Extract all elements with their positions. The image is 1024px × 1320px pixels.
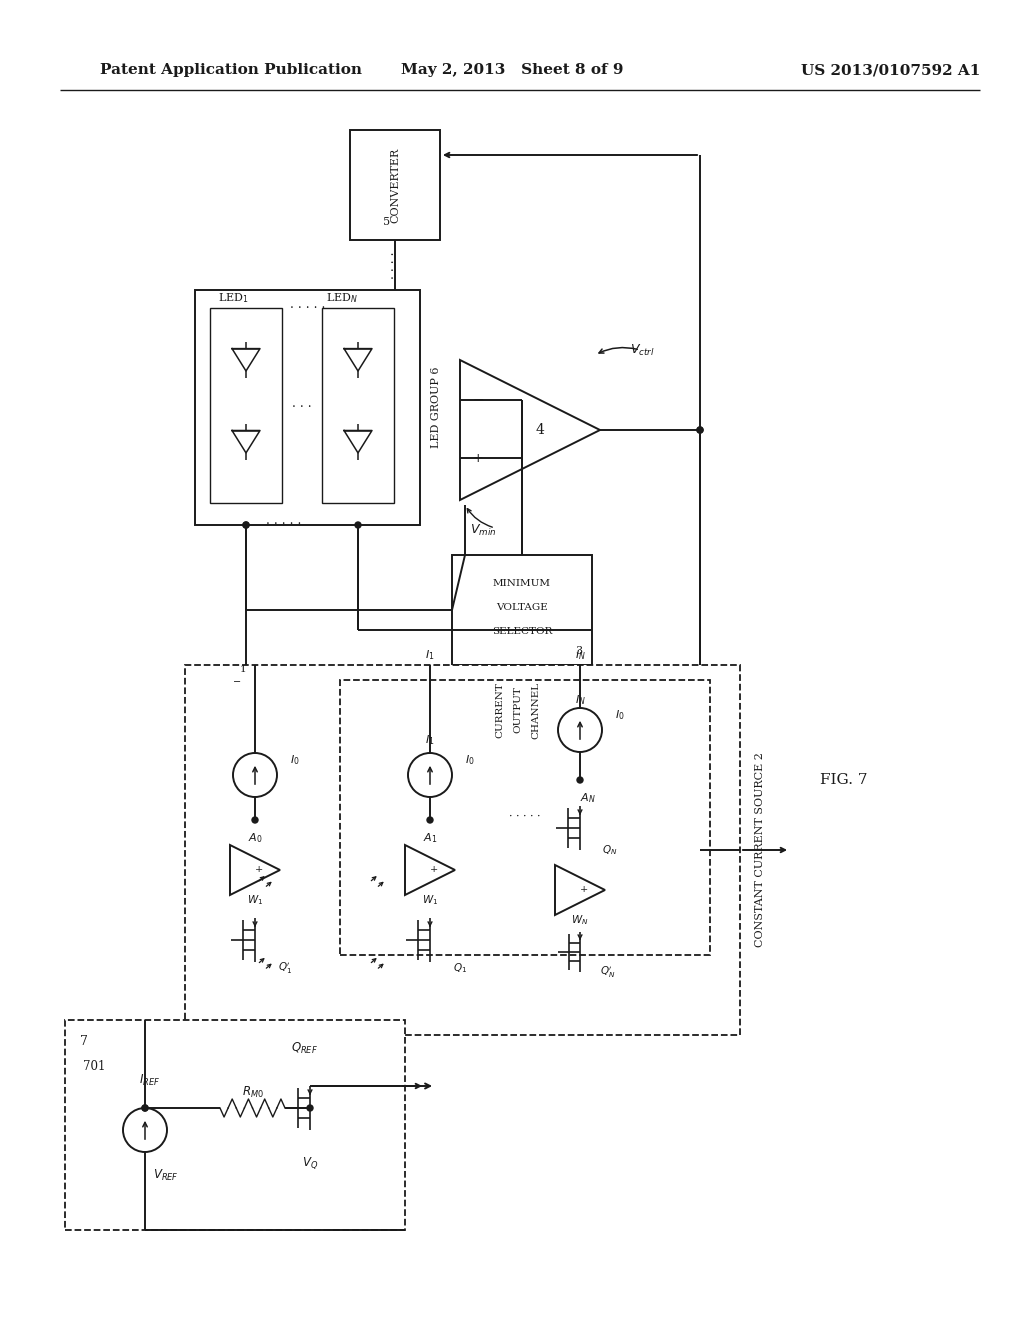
- Bar: [210, 308, 282, 503]
- Text: OUTPUT: OUTPUT: [513, 686, 522, 734]
- Text: SELECTOR: SELECTOR: [492, 627, 552, 635]
- Text: CHANNEL: CHANNEL: [531, 681, 541, 739]
- Circle shape: [697, 426, 703, 433]
- Text: $Q_{REF}$: $Q_{REF}$: [292, 1040, 318, 1056]
- Text: $-$: $-$: [232, 676, 242, 685]
- Text: −: −: [472, 393, 483, 407]
- Bar: [195, 290, 420, 525]
- Circle shape: [427, 817, 433, 822]
- Text: $A_0$: $A_0$: [248, 832, 262, 845]
- Text: +: +: [255, 866, 263, 874]
- Text: $V_{min}$: $V_{min}$: [470, 523, 497, 537]
- Text: US 2013/0107592 A1: US 2013/0107592 A1: [801, 63, 980, 77]
- Circle shape: [243, 521, 249, 528]
- Text: · · · · ·: · · · · ·: [266, 519, 302, 532]
- Circle shape: [142, 1105, 148, 1111]
- Text: CURRENT: CURRENT: [496, 682, 505, 738]
- Circle shape: [697, 426, 703, 433]
- Text: May 2, 2013   Sheet 8 of 9: May 2, 2013 Sheet 8 of 9: [400, 63, 624, 77]
- Text: $W_1$: $W_1$: [422, 894, 438, 907]
- Circle shape: [355, 521, 361, 528]
- Text: FIG. 7: FIG. 7: [820, 774, 867, 787]
- Text: $I_0$: $I_0$: [290, 754, 300, 767]
- Text: LED$_N$: LED$_N$: [326, 292, 358, 305]
- Text: $V_{ctrl}$: $V_{ctrl}$: [630, 342, 654, 358]
- Text: $W_N$: $W_N$: [571, 913, 589, 927]
- Circle shape: [577, 777, 583, 783]
- Text: $I_N$: $I_N$: [574, 693, 586, 708]
- Text: +: +: [580, 886, 588, 895]
- Circle shape: [307, 1105, 313, 1111]
- Bar: [452, 554, 592, 665]
- Text: $I_1$: $I_1$: [425, 733, 435, 747]
- Text: CONVERTER: CONVERTER: [390, 148, 400, 223]
- Text: · · · · ·: · · · · ·: [290, 301, 326, 314]
- Circle shape: [243, 521, 249, 528]
- Text: $A_1$: $A_1$: [423, 832, 437, 845]
- Text: $I_1$: $I_1$: [425, 648, 435, 661]
- Circle shape: [252, 817, 258, 822]
- Bar: [185, 665, 740, 1035]
- Text: · · · · ·: · · · · ·: [509, 813, 541, 822]
- Text: LED GROUP 6: LED GROUP 6: [431, 367, 441, 449]
- Text: $W_1$: $W_1$: [247, 894, 263, 907]
- Text: 7: 7: [80, 1035, 88, 1048]
- Text: 5: 5: [383, 216, 390, 227]
- Text: $Q_N$: $Q_N$: [602, 843, 617, 857]
- Text: $V_{REF}$: $V_{REF}$: [153, 1167, 179, 1183]
- Text: $R_{M0}$: $R_{M0}$: [242, 1085, 263, 1100]
- Text: 3: 3: [574, 645, 582, 656]
- Text: MINIMUM: MINIMUM: [493, 578, 551, 587]
- Text: $I_0$: $I_0$: [615, 708, 625, 722]
- Text: 4: 4: [536, 422, 545, 437]
- Bar: [322, 308, 394, 503]
- Text: $V_{Q}$: $V_{Q}$: [302, 1155, 318, 1171]
- Text: LED$_1$: LED$_1$: [218, 292, 249, 305]
- Text: $I_N$: $I_N$: [574, 648, 586, 661]
- Text: · · ·: · · ·: [292, 401, 312, 414]
- Text: VOLTAGE: VOLTAGE: [496, 602, 548, 611]
- Bar: [65, 1020, 406, 1230]
- Text: $Q_N'$: $Q_N'$: [600, 965, 615, 979]
- Circle shape: [142, 1105, 148, 1111]
- Text: +: +: [473, 451, 483, 465]
- Text: $Q_1$: $Q_1$: [453, 961, 467, 975]
- Text: $Q_1'$: $Q_1'$: [278, 961, 292, 975]
- Text: Patent Application Publication: Patent Application Publication: [100, 63, 362, 77]
- Text: · · · ·: · · · ·: [388, 251, 401, 279]
- Text: 701: 701: [83, 1060, 105, 1073]
- Bar: [340, 680, 710, 954]
- Text: 1: 1: [240, 665, 247, 675]
- Text: $A_N$: $A_N$: [580, 791, 596, 805]
- Text: +: +: [430, 866, 438, 874]
- Text: CONSTANT CURRENT SOURCE 2: CONSTANT CURRENT SOURCE 2: [755, 752, 765, 948]
- Text: $I_{REF}$: $I_{REF}$: [139, 1072, 161, 1088]
- Text: $I_0$: $I_0$: [465, 754, 475, 767]
- Bar: [350, 129, 440, 240]
